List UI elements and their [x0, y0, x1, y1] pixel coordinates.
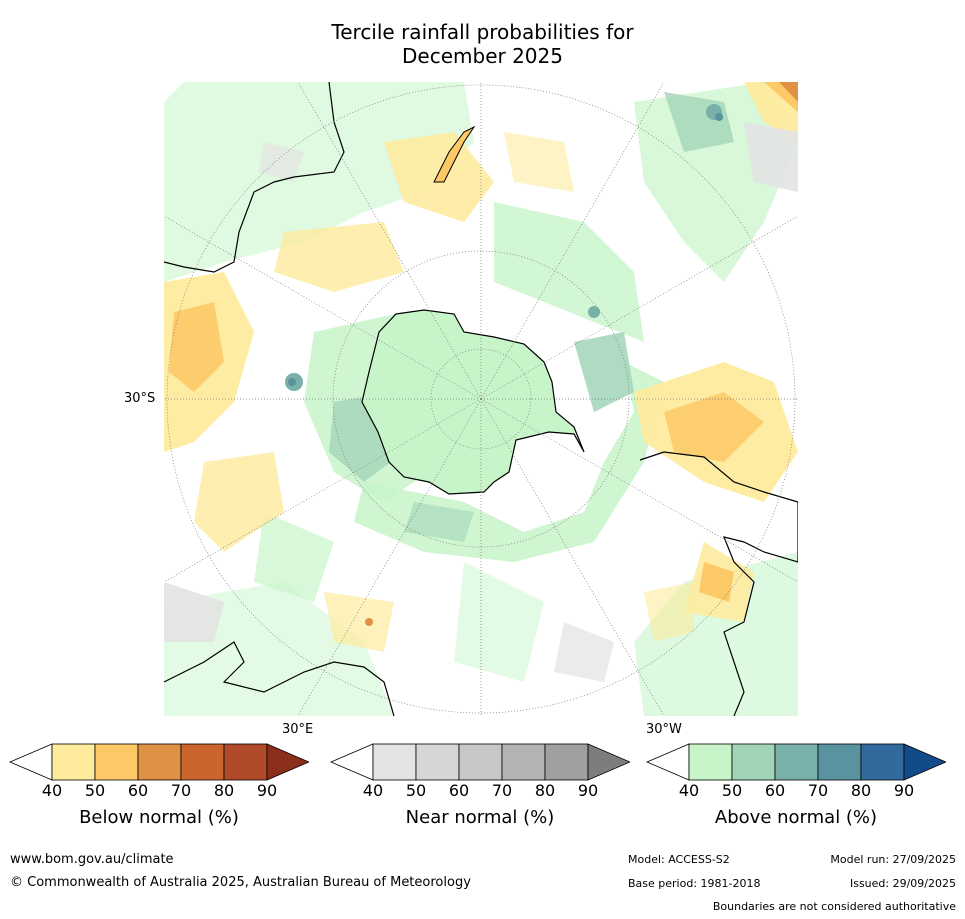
colorbar-below-normal: 40 50 60 70 80 90 Below normal (%)	[9, 743, 309, 828]
antarctica-coastline	[361, 309, 585, 495]
above-normal-tick-label: 90	[893, 781, 915, 800]
above-normal-segment	[860, 743, 905, 781]
near-normal-tick-label: 90	[577, 781, 599, 800]
footer-model: Model: ACCESS-S2	[628, 853, 730, 866]
below-normal-min-arrow	[9, 743, 53, 781]
below-normal-tick-label: 40	[41, 781, 63, 800]
map-title: Tercile rainfall probabilities for Decem…	[0, 20, 965, 68]
meridians	[164, 82, 798, 716]
colorbar-below-normal-label: Below normal (%)	[79, 807, 239, 828]
near-normal-segment	[458, 743, 503, 781]
colorbar-above-normal-ticks: 40 50 60 70 80 90	[646, 781, 946, 801]
near-normal-segment	[372, 743, 417, 781]
footer-base-period: Base period: 1981-2018	[628, 877, 761, 890]
near-normal-tick-label: 50	[405, 781, 427, 800]
near-normal-max-arrow	[587, 743, 630, 781]
near-normal-segment	[415, 743, 460, 781]
polar-map	[164, 82, 798, 716]
lat-label-30s: 30°S	[124, 391, 156, 406]
near-normal-segment	[544, 743, 589, 781]
footer-copyright: © Commonwealth of Australia 2025, Austra…	[10, 875, 471, 890]
colorbar-above-normal: 40 50 60 70 80 90 Above normal (%)	[646, 743, 946, 828]
below-normal-max-arrow	[266, 743, 309, 781]
above-normal-tick-label: 50	[721, 781, 743, 800]
near-normal-tick-label: 40	[362, 781, 384, 800]
footer-disclaimer: Boundaries are not considered authoritat…	[712, 900, 956, 913]
below-normal-tick-label: 80	[213, 781, 235, 800]
colorbar-above-normal-label: Above normal (%)	[714, 807, 878, 828]
above-normal-tick-label: 40	[678, 781, 700, 800]
colorbar-below-normal-ticks: 40 50 60 70 80 90	[9, 781, 309, 801]
above-normal-segment	[731, 743, 776, 781]
above-normal-tick-label: 80	[850, 781, 872, 800]
colorbar-above-normal-bar	[646, 743, 946, 781]
colorbar-near-normal-ticks: 40 50 60 70 80 90	[330, 781, 630, 801]
africa-coastline	[164, 641, 395, 716]
footer-issued: Issued: 29/09/2025	[849, 877, 956, 890]
lon-label-30w: 30°W	[646, 722, 682, 737]
below-normal-70	[365, 82, 798, 626]
lon-label-30e: 30°E	[282, 722, 314, 737]
below-normal-tick-label: 60	[127, 781, 149, 800]
below-normal-segment	[137, 743, 182, 781]
australia-coastline	[164, 82, 345, 273]
above-normal-min-arrow	[646, 743, 690, 781]
near-normal-min-arrow	[330, 743, 374, 781]
below-normal-tick-label: 70	[170, 781, 192, 800]
below-normal-segment	[94, 743, 139, 781]
near-normal-tick-label: 70	[491, 781, 513, 800]
colorbar-near-normal: 40 50 60 70 80 90 Near normal (%)	[330, 743, 630, 828]
new-zealand-coastline	[433, 125, 476, 183]
title-line-2: December 2025	[402, 44, 563, 68]
above-normal-strongest	[288, 113, 723, 386]
footer-url: www.bom.gov.au/climate	[10, 852, 174, 867]
near-normal-segment	[501, 743, 546, 781]
map-svg	[164, 82, 798, 716]
near-normal-tick-label: 60	[448, 781, 470, 800]
below-normal-60	[169, 82, 798, 602]
above-normal-segment	[688, 743, 733, 781]
below-normal-segment	[180, 743, 225, 781]
colorbar-near-normal-bar	[330, 743, 630, 781]
above-normal-tick-label: 60	[764, 781, 786, 800]
footer-model-run: Model run: 27/09/2025	[830, 853, 956, 866]
below-normal-segment	[51, 743, 96, 781]
south-america-coastline	[639, 451, 798, 716]
above-normal-segment	[817, 743, 862, 781]
below-normal-tick-label: 90	[256, 781, 278, 800]
below-normal-segment	[223, 743, 268, 781]
above-normal-segment	[774, 743, 819, 781]
below-normal-tick-label: 50	[84, 781, 106, 800]
colorbar-below-normal-bar	[9, 743, 309, 781]
above-normal-tick-label: 70	[807, 781, 829, 800]
title-line-1: Tercile rainfall probabilities for	[331, 20, 634, 44]
colorbar-near-normal-label: Near normal (%)	[405, 807, 555, 828]
above-normal-max-arrow	[903, 743, 946, 781]
near-normal-tick-label: 80	[534, 781, 556, 800]
